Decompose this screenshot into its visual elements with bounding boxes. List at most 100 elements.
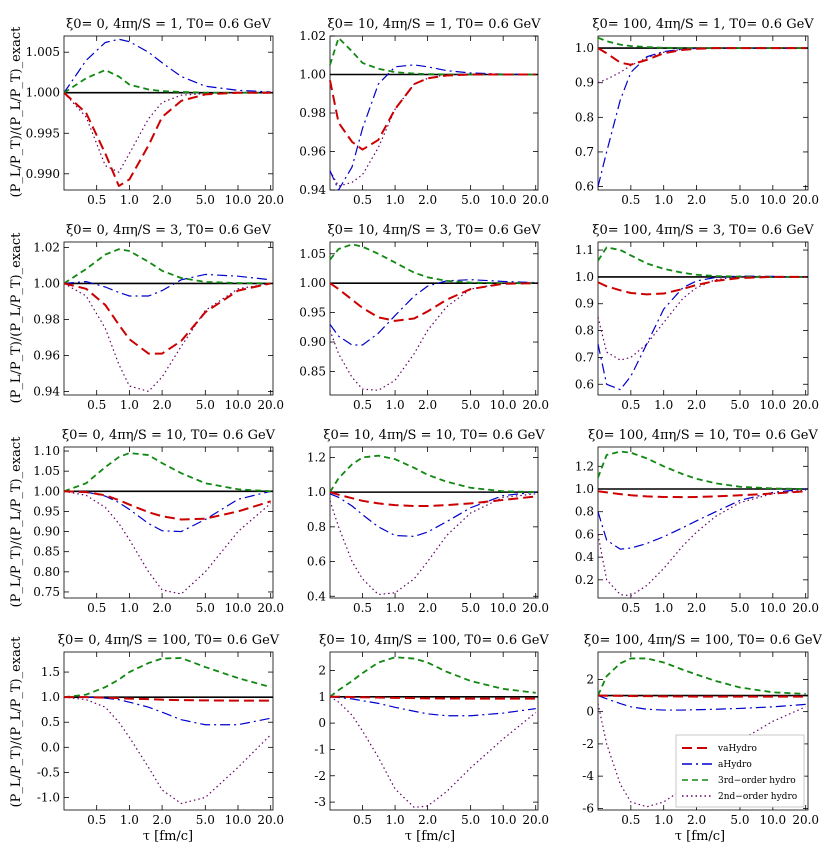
series-line-2nd-order-hydro [63,696,272,805]
y-tick-label: 0.0 [41,740,60,754]
x-tick-label: 2.0 [687,813,706,827]
series-line-2nd-order-hydro [63,282,271,392]
x-tick-label: 5.0 [730,601,749,615]
y-tick-label: 0.90 [33,525,60,539]
y-tick-label: -1.0 [37,790,60,804]
y-tick-label: -0.5 [37,765,60,779]
y-tick-label: 0.95 [33,504,60,518]
series-line-3rd-order-hydro [329,454,536,494]
y-tick-label: 1.1 [575,243,594,257]
panel-11: ξ0= 10, 4πη/S = 100, T0= 0.6 GeV -3 -2 -1 0 1… [314,633,549,827]
x-tick-label: 0.5 [621,813,640,827]
series-line-vahydro [64,696,271,702]
y-tick-label: 1.02 [299,29,326,43]
panel-6: ξ0= 100, 4πη/S = 3, T0= 0.6 GeV 0.6 0.7 0.8… [575,223,819,412]
y-tick-label: 1.00 [299,68,326,82]
x-tick-label: 20.0 [257,398,284,412]
x-tick-label: 5.0 [461,398,480,412]
y-tick-label: 1.0 [575,270,594,284]
y-tick-label: 0.98 [299,106,326,120]
series-line-2nd-order-hydro [597,489,806,597]
panel-frame [329,651,539,811]
y-tick-label: 1.5 [41,665,60,679]
panel-frame [329,241,539,396]
y-tick-label: 0.995 [26,126,60,140]
series-line-3rd-order-hydro [63,452,271,493]
y-tick-label: 0 [318,716,326,730]
series-line-vahydro [597,275,806,296]
x-tick-label: 20.0 [257,813,284,827]
legend-label: 3rd−order hydro [718,776,796,786]
series-line-ahydro [597,488,806,550]
y-tick-label: 0.6 [575,377,594,391]
panel-title: ξ0= 0, 4πη/S = 100, T0= 0.6 GeV [58,633,280,648]
y-tick-label: -6 [582,801,594,815]
x-tick-label: 2.0 [418,193,437,207]
panel-title: ξ0= 0, 4πη/S = 10, T0= 0.6 GeV [62,428,276,443]
series-line-vahydro [597,694,806,698]
panel-frame [329,35,539,191]
x-tick-label: 10.0 [759,398,786,412]
x-tick-label: 5.0 [196,398,215,412]
y-tick-label: 0.6 [575,180,594,194]
x-tick-label: 2.0 [153,193,172,207]
y-tick-label: -2 [582,737,594,751]
series-line-2nd-order-hydro [597,47,806,84]
panel-frame [63,35,274,191]
series-line-ahydro [597,47,806,187]
panel-3: ξ0= 100, 4πη/S = 1, T0= 0.6 GeV 0.6 0.7 0.8… [575,17,819,207]
y-tick-label: 0.94 [33,384,60,398]
panel-frame [597,35,809,191]
y-tick-label: 1.05 [299,247,326,261]
y-tick-label: 0.6 [307,555,326,569]
x-tick-label: 0.5 [87,193,106,207]
y-tick-label: 0.6 [575,527,594,541]
panel-5: ξ0= 10, 4πη/S = 3, T0= 0.6 GeV 0.85 0.90 0.… [299,223,549,412]
series-line-2nd-order-hydro [63,92,271,173]
y-tick-label: -4 [582,769,594,783]
y-tick-label: 0.9 [575,297,594,311]
series-line-2nd-order-hydro [329,696,537,808]
series-line-vahydro [329,73,536,151]
y-tick-label: 2 [318,663,326,677]
y-tick-label: 0.8 [575,505,594,519]
x-tick-label: 20.0 [792,813,819,827]
panel-title: ξ0= 10, 4πη/S = 100, T0= 0.6 GeV [319,633,549,648]
y-tick-label: 0.80 [33,565,60,579]
y-tick-label: 2 [586,672,594,686]
panel-frame [597,651,809,811]
x-tick-label: 0.5 [621,398,640,412]
panel-title: ξ0= 10, 4πη/S = 10, T0= 0.6 GeV [323,428,545,443]
series-line-2nd-order-hydro [329,282,536,391]
x-tick-label: 1.0 [120,398,139,412]
x-tick-label: 20.0 [522,193,549,207]
panel-frame [63,241,274,396]
x-tick-label: 2.0 [153,398,172,412]
series-line-2nd-order-hydro [597,276,806,361]
x-tick-label: 1.0 [654,193,673,207]
x-tick-label: 5.0 [196,193,215,207]
y-axis-label-row-4: (P_L/P_T)/(P_L/P_T)_exact [9,636,24,808]
x-tick-label: 1.0 [654,601,673,615]
series-line-3rd-order-hydro [63,248,271,285]
panel-frame [597,446,809,599]
series-line-2nd-order-hydro [329,493,536,596]
x-axis-label-col-2: τ [fm/c] [405,829,455,844]
x-tick-label: 10.0 [225,398,252,412]
series-line-ahydro [329,64,536,191]
y-tick-label: 0 [586,705,594,719]
x-tick-label: 10.0 [490,601,517,615]
series-line-vahydro [63,91,271,187]
y-tick-label: 0.8 [575,324,594,338]
series-line-3rd-order-hydro [63,69,271,94]
series-line-ahydro [64,696,271,726]
series-line-vahydro [597,47,806,66]
x-tick-label: 0.5 [353,193,372,207]
y-tick-label: 0.7 [575,145,594,159]
x-tick-label: 0.5 [621,601,640,615]
panel-frame [63,446,274,599]
x-tick-label: 0.5 [353,813,372,827]
x-tick-label: 1.0 [654,398,673,412]
panel-group: ξ0= 0, 4πη/S = 1, T0= 0.6 GeV 0.990 0.995 1… [26,17,823,827]
y-tick-label: 1.05 [33,464,60,478]
